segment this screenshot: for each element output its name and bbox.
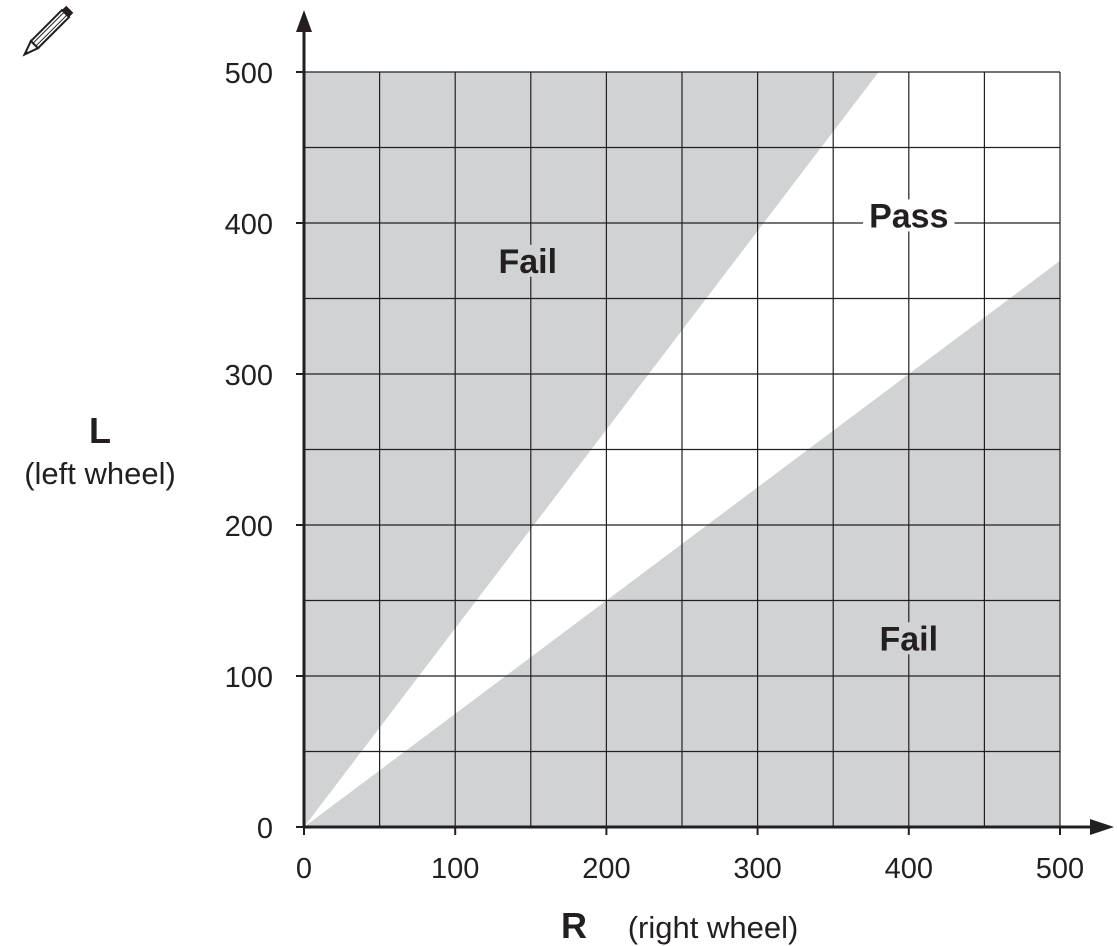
y-tick-label: 300 [225, 360, 273, 392]
y-tick-label: 400 [225, 209, 273, 241]
x-tick-label: 200 [582, 853, 630, 885]
region-label-fail: Fail [498, 243, 557, 281]
ticks-layer: 0 100 200 300 400 500 0 100 200 300 400 500 [225, 58, 1085, 885]
x-tick-label: 0 [296, 853, 312, 885]
region-label-background [492, 244, 564, 277]
axes-layer [296, 10, 1114, 835]
y-tick-label: 200 [225, 511, 273, 543]
y-axis-arrowhead [296, 10, 312, 32]
x-tick-label: 400 [885, 853, 933, 885]
region-label-background [863, 199, 955, 232]
y-tick-label: 500 [225, 58, 273, 90]
x-axis-title-letter: R [561, 905, 587, 946]
x-axis-title-text: (right wheel) [628, 910, 799, 945]
pencil-icon [22, 5, 74, 57]
x-tick-label: 300 [733, 853, 781, 885]
region-label-pass: Pass [869, 197, 948, 235]
y-axis-title-text: (left wheel) [24, 456, 176, 491]
region-label-background [873, 622, 945, 655]
x-tick-label: 100 [431, 853, 479, 885]
x-tick-label: 500 [1036, 853, 1084, 885]
y-tick-label: 100 [225, 662, 273, 694]
x-axis-arrowhead [1090, 819, 1114, 835]
grid-layer [303, 71, 1061, 828]
region-label-fail: Fail [880, 620, 939, 658]
labels-layer: Fail Pass Fail [492, 197, 955, 658]
y-tick-label: 0 [257, 813, 273, 845]
y-axis-title-letter: L [89, 410, 111, 451]
